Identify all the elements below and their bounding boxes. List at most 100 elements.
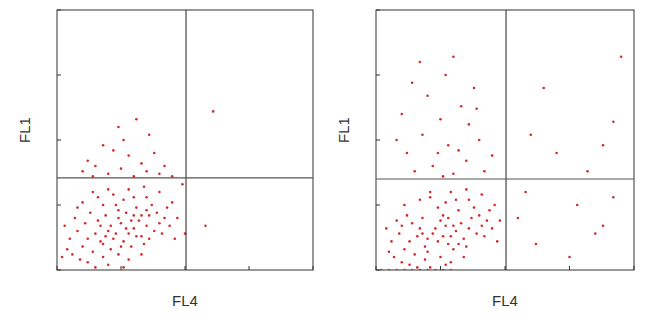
point xyxy=(125,212,128,215)
y-tick xyxy=(57,205,61,206)
x-axis-label: FL4 xyxy=(492,292,518,309)
point xyxy=(102,256,105,259)
point xyxy=(437,240,440,243)
point xyxy=(403,269,406,270)
point xyxy=(555,152,558,155)
point xyxy=(125,227,128,230)
point xyxy=(429,266,432,269)
point xyxy=(94,266,97,269)
point xyxy=(171,201,174,204)
y-tick xyxy=(376,270,380,271)
point xyxy=(602,144,605,147)
point xyxy=(94,232,97,235)
point xyxy=(122,139,125,142)
point xyxy=(140,214,143,217)
point xyxy=(406,152,409,155)
point xyxy=(411,222,414,225)
point xyxy=(156,212,159,215)
point xyxy=(450,261,453,264)
point xyxy=(620,56,623,59)
point xyxy=(122,266,125,269)
point xyxy=(444,74,447,77)
point xyxy=(586,170,589,173)
point xyxy=(390,240,393,243)
panel: FL4FL1 xyxy=(335,10,634,309)
point xyxy=(112,193,115,196)
point xyxy=(127,154,130,157)
point xyxy=(419,269,422,270)
point xyxy=(74,217,77,220)
point xyxy=(120,245,123,248)
point xyxy=(204,225,207,228)
point xyxy=(212,110,215,113)
point xyxy=(488,209,491,212)
x-tick xyxy=(121,266,122,270)
point xyxy=(148,238,151,241)
point xyxy=(133,196,136,199)
point xyxy=(102,204,105,207)
point xyxy=(115,204,118,207)
point xyxy=(439,219,442,222)
point xyxy=(594,232,597,235)
point xyxy=(63,225,66,228)
point xyxy=(99,240,102,243)
point xyxy=(176,217,179,220)
point xyxy=(457,209,460,212)
point xyxy=(450,269,453,270)
point xyxy=(413,170,416,173)
y-tick xyxy=(57,75,61,76)
point xyxy=(97,196,100,199)
point xyxy=(421,134,424,137)
point xyxy=(117,253,120,256)
point xyxy=(468,227,471,230)
point xyxy=(109,248,112,251)
point xyxy=(450,235,453,238)
point xyxy=(138,219,141,222)
figure: FL4FL1FL4FL1 xyxy=(0,0,650,323)
point xyxy=(411,82,414,85)
point xyxy=(408,240,411,243)
quadrant-horizontal xyxy=(57,177,313,178)
y-tick xyxy=(57,10,61,11)
point xyxy=(442,214,445,217)
point xyxy=(127,188,130,191)
point xyxy=(491,227,494,230)
point xyxy=(426,269,429,270)
point xyxy=(524,191,527,194)
point xyxy=(465,160,468,163)
point xyxy=(150,204,153,207)
point xyxy=(143,243,146,246)
point xyxy=(92,191,95,194)
point xyxy=(92,251,95,254)
point xyxy=(158,173,161,176)
point xyxy=(145,196,148,199)
point xyxy=(86,261,89,264)
point xyxy=(460,105,463,108)
point xyxy=(426,95,429,98)
point xyxy=(127,258,130,261)
point xyxy=(109,225,112,228)
x-tick xyxy=(569,266,570,270)
point xyxy=(122,240,125,243)
point xyxy=(439,118,442,121)
point xyxy=(486,219,489,222)
point xyxy=(442,269,445,270)
point xyxy=(480,193,483,196)
point xyxy=(181,183,184,186)
point xyxy=(612,121,615,124)
point xyxy=(158,222,161,225)
point xyxy=(166,206,169,209)
point xyxy=(568,256,571,259)
point xyxy=(416,235,419,238)
point xyxy=(517,217,520,220)
point xyxy=(158,191,161,194)
point xyxy=(388,269,391,270)
point xyxy=(496,240,499,243)
point xyxy=(429,191,432,194)
point xyxy=(437,206,440,209)
point xyxy=(437,152,440,155)
x-tick xyxy=(634,266,635,270)
point xyxy=(431,232,434,235)
point xyxy=(478,139,481,142)
point xyxy=(81,170,84,173)
